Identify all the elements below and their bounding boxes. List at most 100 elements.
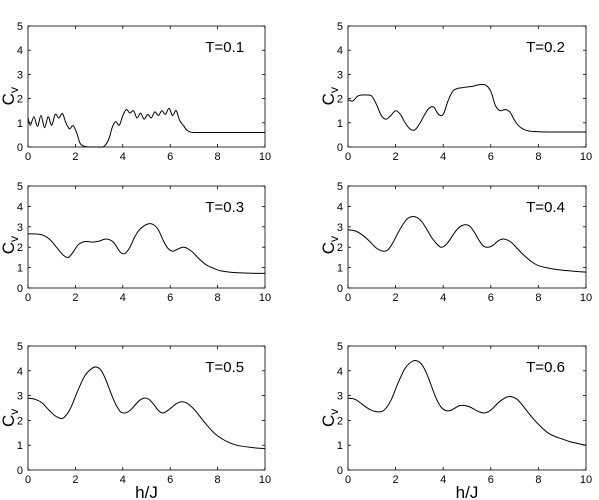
x-tick-label: 2	[393, 151, 399, 163]
x-tick-label: 0	[25, 474, 31, 486]
x-tick-label: 2	[72, 292, 78, 304]
y-tick-label: 5	[17, 21, 23, 33]
x-tick-label: 4	[440, 292, 446, 304]
y-tick-label: 3	[17, 391, 23, 403]
y-tick-label: 3	[17, 222, 23, 234]
y-tick-label: 0	[17, 465, 23, 477]
y-axis-label: Cv	[319, 87, 341, 105]
y-tick-label: 4	[17, 45, 23, 57]
x-tick-label: 10	[580, 474, 592, 486]
plot-frame	[347, 25, 587, 148]
y-tick-label: 1	[17, 118, 23, 130]
y-tick-label: 2	[17, 415, 23, 427]
y-tick-label: 1	[337, 263, 343, 275]
plot-frame	[27, 185, 266, 289]
x-tick-label: 4	[120, 151, 126, 163]
x-tick-label: 2	[72, 151, 78, 163]
x-tick-label: 10	[259, 151, 271, 163]
series-line	[347, 216, 587, 273]
temperature-annotation: T=0.2	[526, 39, 565, 56]
subplot-6: 0 2 4 6 8 10 0 1 2 3 4 5 T=0.6 Cv h/J	[319, 341, 592, 500]
x-tick-label: 8	[215, 151, 221, 163]
y-tick-label: 2	[337, 415, 343, 427]
x-axis-label: h/J	[456, 483, 479, 500]
plot-frame	[347, 185, 587, 289]
y-axis-label-subscript: v	[327, 409, 341, 415]
y-axis-label: Cv	[0, 409, 21, 427]
y-tick-label: 3	[337, 391, 343, 403]
plot-frame	[27, 345, 266, 471]
temperature-annotation: T=0.5	[205, 359, 244, 376]
x-tick-label: 6	[167, 474, 173, 486]
x-tick-label: 8	[215, 292, 221, 304]
x-tick-label: 2	[393, 474, 399, 486]
x-tick-label: 4	[120, 474, 126, 486]
x-tick-label: 10	[259, 474, 271, 486]
x-tick-label: 10	[580, 292, 592, 304]
series-line	[27, 107, 265, 148]
y-tick-label: 5	[337, 181, 343, 193]
y-tick-label: 4	[17, 366, 23, 378]
y-tick-label: 2	[17, 94, 23, 106]
y-axis-label-main: C	[0, 242, 18, 254]
series-line	[347, 359, 587, 446]
x-tick-label: 2	[393, 292, 399, 304]
plot-frame	[347, 345, 587, 471]
y-tick-label: 5	[337, 341, 343, 353]
y-axis-label-main: C	[319, 242, 338, 254]
y-tick-label: 0	[337, 465, 343, 477]
y-tick-label: 0	[337, 283, 343, 295]
y-axis-label-subscript: v	[7, 236, 21, 242]
y-axis-label: Cv	[0, 87, 21, 105]
subplot-3: 0 2 4 6 8 10 0 1 2 3 4 5 T=0.3 Cv	[0, 181, 271, 304]
y-tick-label: 4	[17, 201, 23, 213]
x-tick-label: 8	[215, 474, 221, 486]
x-tick-label: 6	[167, 292, 173, 304]
x-tick-label: 4	[120, 292, 126, 304]
x-axis-label: h/J	[135, 483, 158, 500]
y-tick-label: 3	[17, 69, 23, 81]
x-tick-label: 6	[167, 151, 173, 163]
y-axis-label-subscript: v	[327, 87, 341, 93]
x-tick-label: 4	[440, 474, 446, 486]
x-tick-label: 10	[259, 292, 271, 304]
plot-frame	[27, 25, 266, 148]
x-tick-label: 10	[580, 151, 592, 163]
x-tick-label: 2	[72, 474, 78, 486]
x-tick-label: 6	[488, 474, 494, 486]
y-tick-label: 0	[17, 283, 23, 295]
x-tick-label: 0	[345, 474, 351, 486]
y-tick-label: 2	[337, 242, 343, 254]
x-tick-label: 0	[345, 151, 351, 163]
y-axis-label-main: C	[0, 415, 18, 427]
x-tick-label: 8	[535, 292, 541, 304]
y-tick-label: 0	[17, 142, 23, 154]
x-tick-label: 4	[440, 151, 446, 163]
y-tick-label: 5	[17, 341, 23, 353]
y-axis-label-main: C	[319, 93, 338, 105]
y-tick-label: 5	[17, 181, 23, 193]
x-tick-label: 6	[488, 151, 494, 163]
y-axis-label: Cv	[319, 409, 341, 427]
series-line	[347, 83, 586, 133]
y-tick-label: 2	[337, 94, 343, 106]
y-tick-label: 2	[17, 242, 23, 254]
y-axis-label-subscript: v	[327, 236, 341, 242]
y-tick-label: 1	[17, 263, 23, 275]
temperature-annotation: T=0.1	[205, 39, 244, 56]
subplot-2: 0 2 4 6 8 10 0 1 2 3 4 5 T=0.2 Cv	[319, 21, 592, 163]
y-tick-label: 1	[337, 118, 343, 130]
y-axis-label: Cv	[319, 236, 341, 254]
y-axis-label: Cv	[0, 236, 21, 254]
temperature-annotation: T=0.4	[526, 199, 565, 216]
y-tick-label: 1	[337, 440, 343, 452]
y-axis-label-subscript: v	[7, 409, 21, 415]
subplot-1: 0 2 4 6 8 10 0 1 2 3 4 5 T=0.1 Cv	[0, 21, 271, 163]
y-tick-label: 0	[337, 142, 343, 154]
y-tick-label: 3	[337, 222, 343, 234]
subplot-5: 0 2 4 6 8 10 0 1 2 3 4 5 T=0.5 Cv h/J	[0, 341, 271, 500]
x-tick-label: 8	[535, 151, 541, 163]
subplot-4: 0 2 4 6 8 10 0 1 2 3 4 5 T=0.4 Cv	[319, 181, 592, 304]
series-line	[27, 223, 266, 274]
